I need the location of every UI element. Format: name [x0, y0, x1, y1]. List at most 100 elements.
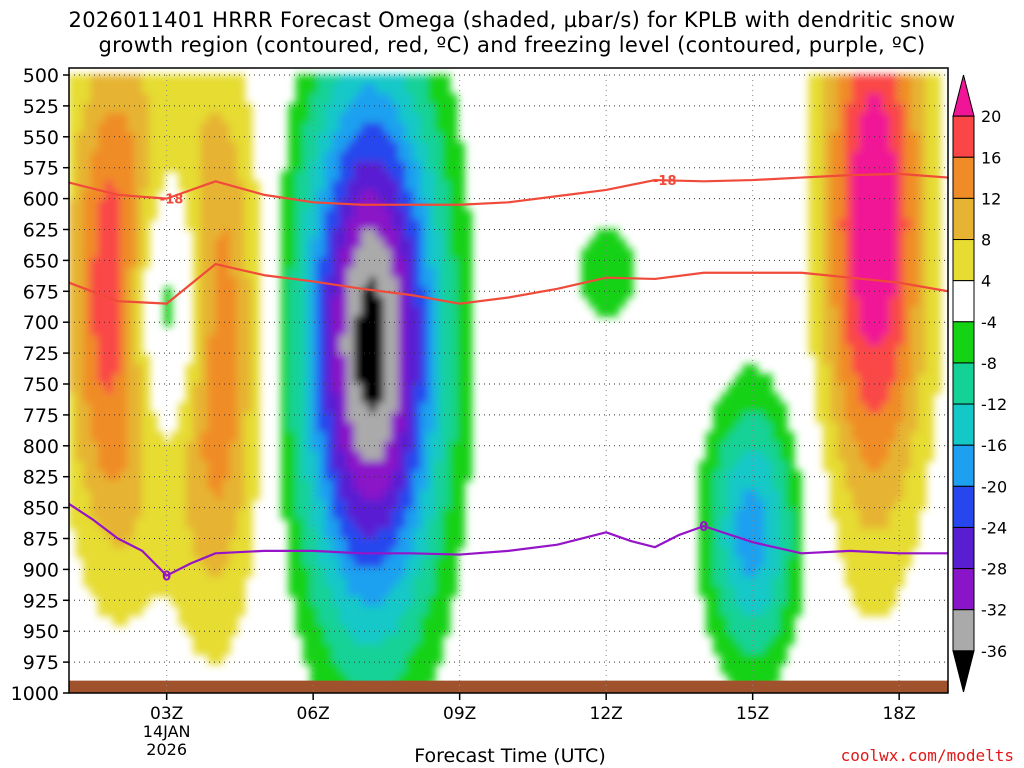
- omega-cell: [925, 180, 934, 192]
- omega-cell: [200, 219, 209, 230]
- omega-cell: [112, 84, 121, 95]
- omega-cell: [339, 335, 348, 346]
- omega-cell: [771, 538, 781, 549]
- omega-cell: [771, 615, 781, 626]
- omega-cell: [932, 161, 942, 173]
- omega-cell: [779, 586, 788, 597]
- omega-cell: [193, 586, 202, 597]
- omega-cell: [376, 624, 385, 636]
- omega-cell: [874, 132, 883, 144]
- omega-cell: [412, 132, 422, 144]
- omega-cell: [859, 161, 868, 173]
- omega-cell: [317, 103, 326, 115]
- omega-cell: [793, 528, 802, 539]
- omega-cell: [837, 306, 846, 317]
- omega-cell: [83, 93, 92, 105]
- omega-cell: [141, 229, 151, 240]
- omega-cell: [346, 402, 356, 414]
- omega-cell: [295, 547, 304, 559]
- omega-cell: [97, 557, 107, 568]
- omega-cell: [405, 528, 414, 539]
- omega-cell: [749, 373, 759, 385]
- omega-cell: [610, 296, 619, 308]
- omega-cell: [354, 673, 363, 684]
- omega-cell: [75, 257, 85, 269]
- y-tick-label: 600: [23, 189, 59, 211]
- omega-cell: [910, 383, 920, 395]
- omega-cell: [749, 441, 759, 453]
- omega-cell: [361, 161, 370, 173]
- omega-cell: [215, 315, 224, 327]
- omega-cell: [713, 605, 722, 617]
- omega-cell: [229, 518, 238, 530]
- omega-cell: [932, 219, 942, 230]
- omega-cell: [727, 402, 737, 414]
- omega-cell: [310, 480, 319, 491]
- omega-cell: [771, 605, 781, 617]
- omega-cell: [449, 277, 458, 288]
- omega-cell: [383, 257, 392, 269]
- omega-cell: [229, 373, 238, 385]
- omega-cell: [735, 402, 744, 414]
- omega-cell: [75, 393, 85, 404]
- omega-cell: [97, 132, 107, 144]
- omega-cell: [456, 219, 466, 230]
- omega-cell: [295, 286, 304, 298]
- omega-cell: [837, 113, 846, 124]
- omega-cell: [859, 325, 868, 337]
- omega-cell: [859, 480, 868, 491]
- omega-cell: [837, 257, 846, 269]
- omega-cell: [361, 673, 370, 684]
- omega-cell: [361, 373, 370, 385]
- omega-cell: [288, 354, 297, 366]
- omega-cell: [420, 257, 429, 269]
- omega-cell: [405, 615, 414, 626]
- omega-cell: [193, 257, 202, 269]
- colorbar-swatch: [952, 156, 975, 199]
- omega-cell: [346, 151, 356, 163]
- omega-cell: [332, 644, 341, 655]
- omega-cell: [859, 509, 868, 520]
- omega-cell: [310, 431, 319, 443]
- omega-cell: [581, 248, 590, 259]
- omega-cell: [69, 229, 77, 240]
- omega-cell: [390, 538, 400, 549]
- omega-cell: [244, 566, 253, 578]
- omega-cell: [200, 586, 209, 597]
- omega-cell: [149, 509, 158, 520]
- omega-cell: [442, 615, 451, 626]
- omega-cell: [874, 325, 883, 337]
- omega-cell: [815, 267, 824, 279]
- omega-cell: [361, 132, 370, 144]
- omega-cell: [903, 364, 912, 375]
- omega-cell: [456, 422, 466, 433]
- omega-cell: [280, 489, 290, 501]
- omega-cell: [317, 383, 326, 395]
- omega-cell: [376, 441, 385, 453]
- omega-cell: [859, 248, 868, 259]
- omega-cell: [222, 354, 231, 366]
- omega-cell: [97, 315, 107, 327]
- omega-cell: [207, 132, 216, 144]
- omega-cell: [163, 489, 173, 501]
- omega-cell: [398, 315, 407, 327]
- omega-cell: [434, 229, 444, 240]
- omega-cell: [295, 296, 304, 308]
- omega-cell: [134, 393, 143, 404]
- omega-cell: [837, 267, 846, 279]
- omega-cell: [427, 373, 436, 385]
- omega-cell: [698, 489, 707, 501]
- omega-cell: [742, 422, 751, 433]
- omega-cell: [383, 402, 392, 414]
- omega-cell: [251, 431, 260, 443]
- omega-cell: [815, 113, 824, 124]
- omega-cell: [735, 605, 744, 617]
- omega-cell: [581, 257, 590, 269]
- omega-cell: [90, 431, 99, 443]
- omega-cell: [464, 470, 473, 482]
- omega-cell: [808, 142, 817, 153]
- omega-cell: [302, 74, 312, 86]
- omega-cell: [874, 509, 883, 520]
- omega-cell: [200, 451, 209, 462]
- omega-cell: [105, 209, 114, 221]
